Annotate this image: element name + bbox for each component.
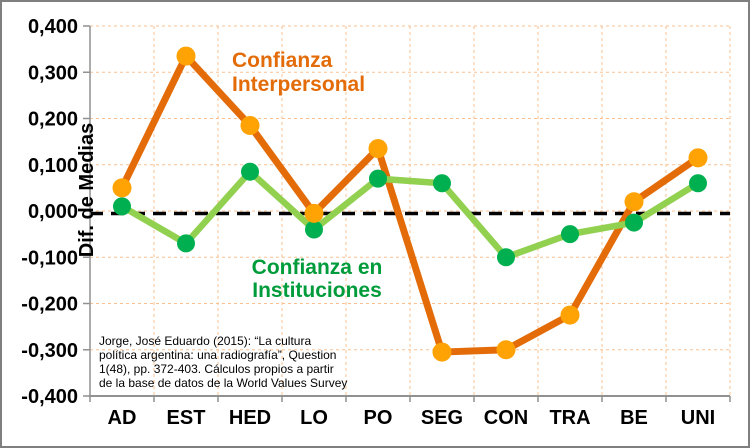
- x-tick-label: SEG: [421, 407, 463, 429]
- y-tick-label: -0,100: [21, 247, 78, 269]
- series-label-line: Confianza: [232, 49, 333, 72]
- x-tick-label: PO: [364, 407, 393, 429]
- data-point-marker-interpersonal: [432, 342, 452, 362]
- data-point-marker-interpersonal: [624, 192, 644, 212]
- series-label-interpersonal: Confianza Interpersonal: [232, 49, 365, 97]
- y-tick-label: -0,300: [21, 340, 78, 362]
- data-point-marker-instituciones: [241, 162, 259, 181]
- data-point-marker-instituciones: [369, 169, 387, 188]
- x-tick-label: HED: [229, 407, 271, 429]
- x-tick-label: UNI: [681, 407, 715, 429]
- data-point-marker-instituciones: [625, 213, 643, 232]
- y-tick-label: 0,200: [28, 109, 78, 131]
- data-point-marker-interpersonal: [496, 340, 516, 360]
- data-point-marker-instituciones: [305, 220, 323, 239]
- citation-line: Jorge, José Eduardo (2015): “La cultura: [99, 334, 312, 348]
- series-label-line: Confianza en: [251, 256, 383, 279]
- source-citation: Jorge, José Eduardo (2015): “La cultura …: [99, 334, 401, 390]
- series-line-interpersonal: [118, 52, 702, 356]
- y-tick-label: -0,400: [21, 386, 78, 408]
- data-point-marker-interpersonal: [304, 203, 324, 223]
- data-point-marker-interpersonal: [368, 139, 388, 159]
- y-tick-label: 0,100: [28, 155, 78, 177]
- data-point-marker-instituciones: [689, 174, 707, 193]
- data-point-marker-instituciones: [497, 248, 515, 267]
- data-point-marker-instituciones: [433, 174, 451, 193]
- citation-line: política argentina: una radiografía”, Qu…: [99, 348, 337, 362]
- data-point-marker-instituciones: [561, 225, 579, 244]
- data-point-marker-instituciones: [113, 197, 131, 216]
- series-label-line: Interpersonal: [232, 73, 366, 96]
- data-point-marker-instituciones: [177, 234, 195, 253]
- x-tick-label: TRA: [549, 407, 590, 429]
- citation-line: 1(48), pp. 372-403. Cálculos propios a p…: [99, 362, 334, 376]
- x-tick-label: EST: [167, 407, 206, 429]
- x-tick-label: AD: [108, 407, 137, 429]
- y-tick-label: 0,300: [28, 62, 78, 84]
- x-tick-label: LO: [300, 407, 328, 429]
- series-label-instituciones: Confianza en Instituciones: [235, 256, 399, 302]
- data-point-marker-interpersonal: [112, 178, 132, 198]
- y-tick-label: 0,000: [28, 201, 78, 223]
- x-tick-label: CON: [484, 407, 528, 429]
- data-point-marker-interpersonal: [688, 148, 708, 168]
- data-point-marker-interpersonal: [176, 46, 196, 66]
- y-tick-label: -0,200: [21, 294, 78, 316]
- y-axis-title: Dif. de Medias: [76, 123, 98, 257]
- x-tick-label: BE: [620, 407, 648, 429]
- series-label-line: Instituciones: [252, 279, 382, 302]
- citation-line: de la base de datos de la World Values S…: [99, 376, 348, 390]
- series-line-instituciones: [118, 168, 702, 261]
- data-point-marker-interpersonal: [560, 305, 580, 325]
- data-point-marker-interpersonal: [240, 115, 260, 135]
- y-tick-label: 0,400: [28, 16, 78, 38]
